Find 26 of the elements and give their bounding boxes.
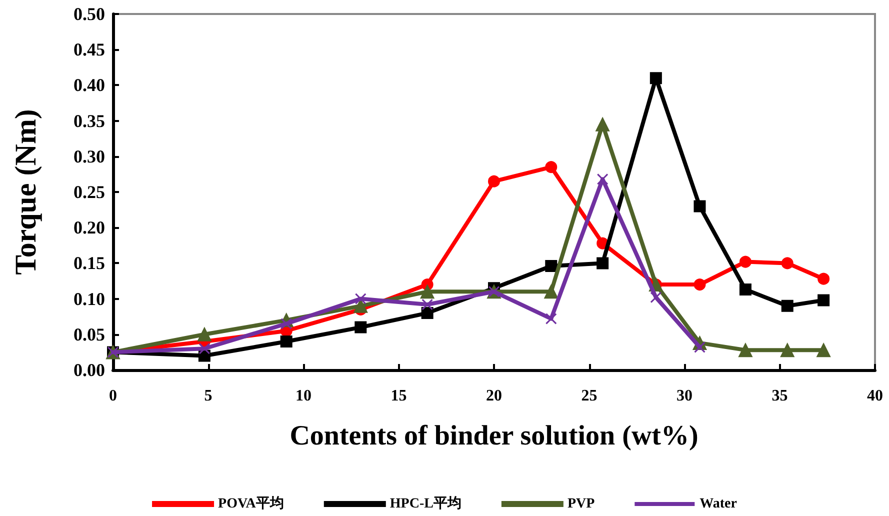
x-axis-title: Contents of binder solution (wt%) — [290, 420, 698, 452]
y-tick-label: 0.15 — [74, 253, 105, 274]
x-tick-label: 15 — [390, 388, 407, 404]
y-tick-label: 0.45 — [74, 40, 105, 60]
x-tick-label: 35 — [772, 388, 788, 404]
x-tick-label: 20 — [486, 388, 502, 404]
y-tick-label: 0.25 — [74, 182, 105, 202]
y-tick-label: 0.05 — [74, 324, 105, 344]
x-tick-label: 30 — [676, 388, 692, 404]
legend-label: PVP — [567, 496, 596, 512]
y-axis-title: Torque (Nm) — [10, 109, 42, 275]
legend-label: POVA平均 — [218, 496, 284, 512]
x-tick-label: 25 — [581, 388, 598, 404]
y-tick-label: 0.00 — [74, 360, 105, 380]
y-tick-label: 0.10 — [74, 288, 105, 309]
y-tick-label: 0.40 — [74, 75, 105, 96]
x-tick-label: 10 — [296, 388, 312, 404]
y-tick-label: 0.35 — [74, 110, 105, 131]
y-tick-label: 0.50 — [74, 4, 105, 24]
x-tick-label: 5 — [204, 388, 212, 404]
x-tick-label: 40 — [867, 388, 883, 404]
legend-label: Water — [700, 496, 737, 512]
x-tick-label: 0 — [109, 388, 117, 404]
legend-label: HPC-L平均 — [390, 496, 462, 512]
y-tick-label: 0.30 — [74, 146, 105, 166]
y-tick-label: 0.20 — [74, 218, 105, 238]
